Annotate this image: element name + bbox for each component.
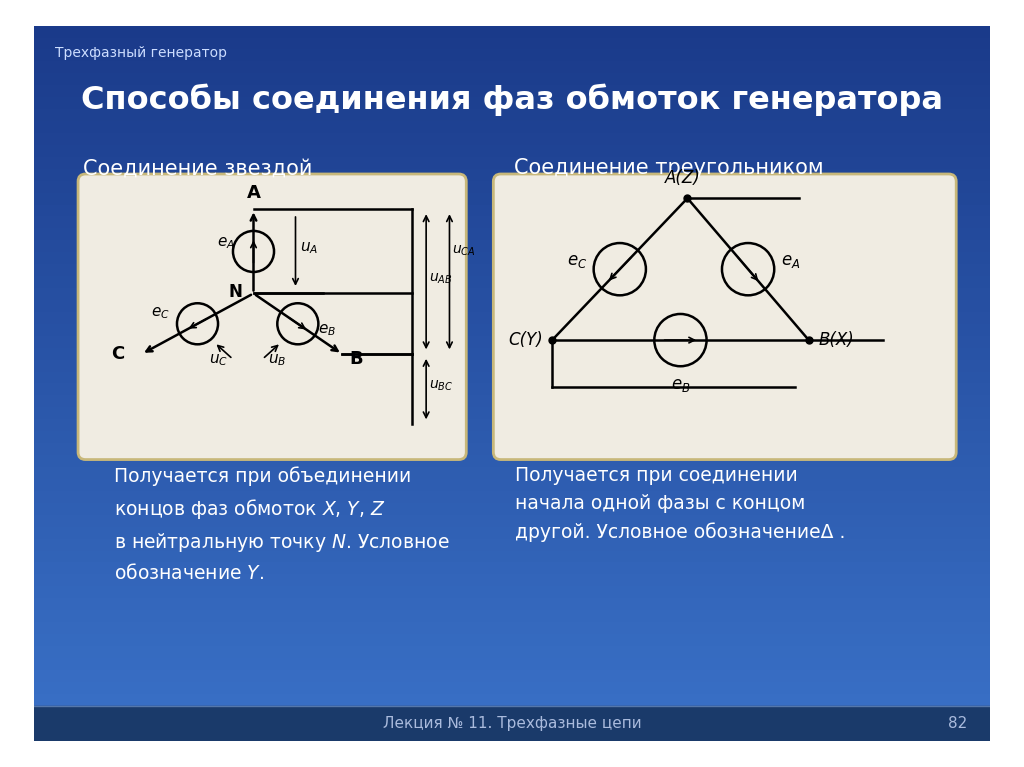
Text: $e_B$: $e_B$ xyxy=(671,376,690,393)
Bar xyxy=(34,85,990,97)
Bar xyxy=(34,216,990,229)
Text: A(Z): A(Z) xyxy=(665,169,700,187)
Bar xyxy=(34,420,990,431)
Text: $u_B$: $u_B$ xyxy=(268,352,287,367)
Bar xyxy=(34,240,990,252)
Bar xyxy=(34,324,990,336)
Text: Получается при соединении
начала одной фазы с концом
другой. Условное обозначени: Получается при соединении начала одной ф… xyxy=(515,466,845,542)
Bar xyxy=(34,193,990,205)
Bar xyxy=(34,467,990,479)
Bar xyxy=(34,74,990,85)
Bar xyxy=(34,538,990,551)
Text: C(Y): C(Y) xyxy=(508,331,543,349)
Bar xyxy=(34,479,990,491)
Bar xyxy=(34,360,990,371)
Bar xyxy=(34,443,990,455)
Bar xyxy=(34,109,990,121)
Text: N: N xyxy=(228,282,243,301)
Bar xyxy=(34,658,990,670)
Bar xyxy=(34,455,990,467)
Bar xyxy=(34,682,990,693)
Text: Получается при объединении
концов фаз обмоток $X$, $Y$, $Z$
в нейтральную точку : Получается при объединении концов фаз об… xyxy=(114,466,450,584)
Bar xyxy=(34,562,990,574)
Bar xyxy=(34,384,990,396)
Bar xyxy=(34,312,990,324)
Text: C: C xyxy=(112,345,125,363)
Bar xyxy=(34,336,990,347)
Bar xyxy=(34,551,990,562)
FancyBboxPatch shape xyxy=(78,174,466,459)
Bar xyxy=(34,276,990,288)
FancyBboxPatch shape xyxy=(494,174,956,459)
Bar xyxy=(34,729,990,742)
Bar xyxy=(34,527,990,538)
Text: $u_{AB}$: $u_{AB}$ xyxy=(429,272,453,286)
Bar xyxy=(34,515,990,527)
Bar xyxy=(34,288,990,300)
Text: $e_B$: $e_B$ xyxy=(318,322,336,337)
Text: $u_C$: $u_C$ xyxy=(209,352,227,367)
Text: B: B xyxy=(349,350,364,367)
Bar xyxy=(34,50,990,61)
Text: $e_A$: $e_A$ xyxy=(780,252,800,269)
Bar xyxy=(34,503,990,515)
Text: A: A xyxy=(247,184,260,202)
Bar xyxy=(34,611,990,622)
Bar xyxy=(34,371,990,384)
Bar xyxy=(34,169,990,181)
Bar xyxy=(34,61,990,74)
Text: $e_C$: $e_C$ xyxy=(567,252,587,269)
Text: Способы соединения фаз обмоток генератора: Способы соединения фаз обмоток генератор… xyxy=(81,84,943,116)
Bar xyxy=(34,97,990,109)
Bar xyxy=(34,670,990,682)
Text: $u_{CA}$: $u_{CA}$ xyxy=(453,244,476,258)
Text: Соединение звездой: Соединение звездой xyxy=(83,158,312,178)
Bar xyxy=(34,205,990,216)
Text: Соединение треугольником: Соединение треугольником xyxy=(514,158,823,178)
Bar xyxy=(34,491,990,503)
Bar xyxy=(34,156,990,169)
Bar xyxy=(34,706,990,742)
Bar xyxy=(34,252,990,264)
Bar xyxy=(34,145,990,156)
Bar xyxy=(34,586,990,598)
Bar xyxy=(34,347,990,360)
Text: Лекция № 11. Трехфазные цепи: Лекция № 11. Трехфазные цепи xyxy=(383,716,641,731)
Bar xyxy=(34,181,990,193)
Bar xyxy=(34,574,990,586)
Text: $u_A$: $u_A$ xyxy=(300,240,318,256)
Bar xyxy=(34,229,990,240)
Text: 82: 82 xyxy=(948,716,968,731)
Text: Трехфазный генератор: Трехфазный генератор xyxy=(54,46,226,60)
Bar xyxy=(34,133,990,145)
Text: B(X): B(X) xyxy=(818,331,854,349)
Bar xyxy=(34,634,990,646)
Bar xyxy=(34,264,990,276)
Text: $u_{BC}$: $u_{BC}$ xyxy=(429,379,454,393)
Bar xyxy=(34,121,990,133)
Text: $e_C$: $e_C$ xyxy=(151,305,170,321)
Bar xyxy=(34,407,990,420)
Bar xyxy=(34,431,990,443)
Bar xyxy=(34,300,990,312)
Bar xyxy=(34,646,990,658)
Bar xyxy=(34,706,990,717)
Bar xyxy=(34,693,990,706)
Bar xyxy=(34,396,990,407)
Bar xyxy=(34,38,990,50)
Bar xyxy=(34,717,990,729)
Text: $e_A$: $e_A$ xyxy=(216,235,234,252)
Bar xyxy=(34,622,990,634)
Bar xyxy=(34,598,990,611)
Bar xyxy=(34,25,990,38)
